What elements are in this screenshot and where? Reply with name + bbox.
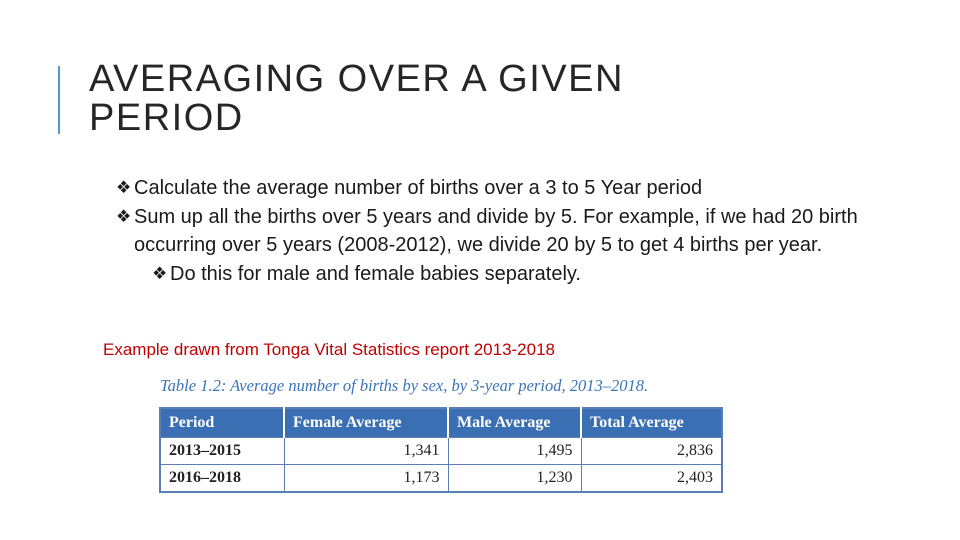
diamond-bullet-icon: ❖ [152,263,168,283]
table-row: 2013–2015 1,341 1,495 2,836 [159,437,723,465]
bullet-item: ❖ Sum up all the births over 5 years and… [116,203,896,260]
female-average-cell: 1,341 [283,437,449,465]
bullet-item: ❖ Calculate the average number of births… [116,174,896,203]
column-header-female-average: Female Average [284,408,449,438]
bullet-text: Sum up all the births over 5 years and d… [134,205,858,257]
table-header-row: Period Female Average Male Average Total… [160,408,722,438]
slide-title-line-2: PERIOD [89,97,244,139]
column-header-total-average: Total Average [581,408,722,438]
column-header-period: Period [160,408,285,438]
diamond-bullet-icon: ❖ [116,178,132,197]
bullet-list: ❖ Calculate the average number of births… [116,174,896,288]
title-accent-bar [58,66,60,134]
diamond-bullet-icon: ❖ [116,206,132,226]
bullet-text: Calculate the average number of births o… [134,177,703,199]
total-average-cell: 2,403 [580,464,723,493]
table-row: 2016–2018 1,173 1,230 2,403 [159,464,723,493]
bullet-text: Do this for male and female babies separ… [170,262,581,285]
period-cell: 2013–2015 [159,437,285,465]
slide-title-line-1: AVERAGING OVER A GIVEN [89,58,624,100]
male-average-cell: 1,495 [447,437,582,465]
column-header-male-average: Male Average [448,408,582,438]
period-cell: 2016–2018 [159,464,285,493]
slide-title: AVERAGING OVER A GIVEN PERIOD [89,60,624,138]
female-average-cell: 1,173 [283,464,449,493]
source-note: Example drawn from Tonga Vital Statistic… [103,340,556,359]
total-average-cell: 2,836 [580,437,723,465]
male-average-cell: 1,230 [447,464,582,493]
table-caption: Table 1.2: Average number of births by s… [160,376,649,395]
births-table: Period Female Average Male Average Total… [159,407,723,493]
sub-bullet-item: ❖ Do this for male and female babies sep… [152,260,896,289]
